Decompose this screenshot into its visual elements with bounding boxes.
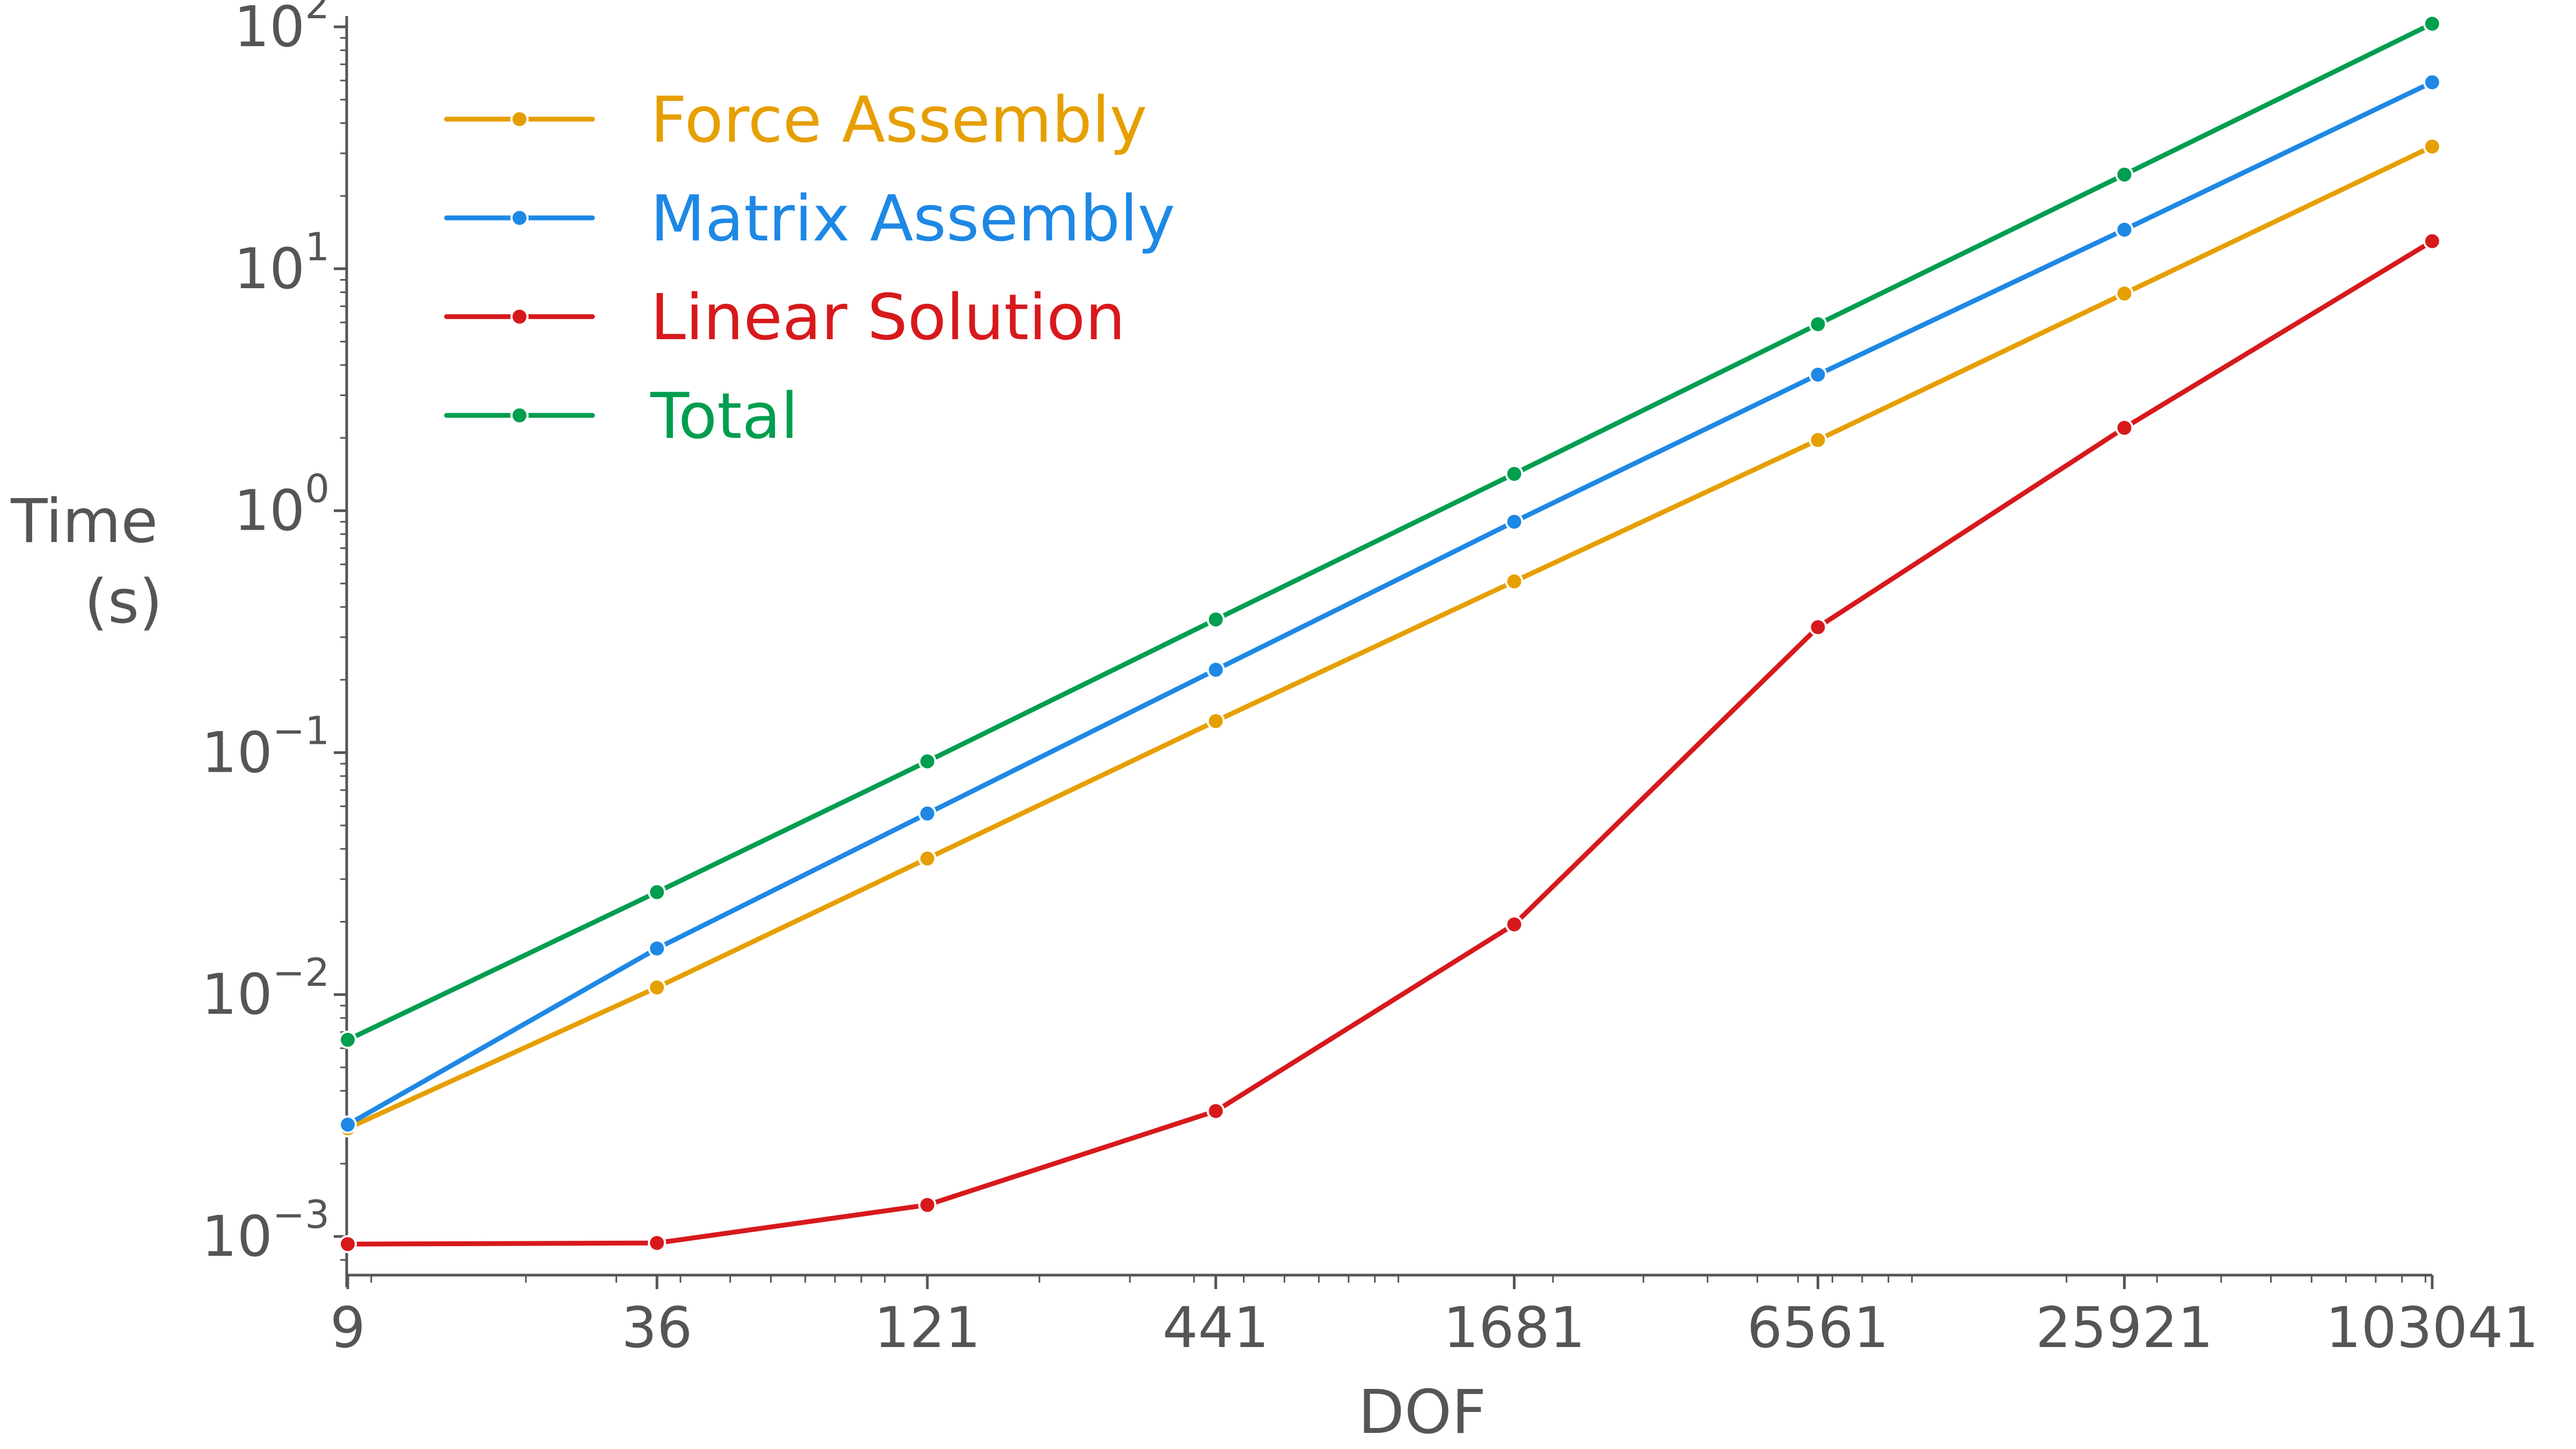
x-tick-label: 103041 [2325, 1295, 2538, 1360]
y-tick-exponent: 2 [305, 0, 330, 27]
legend-swatch-marker [510, 110, 529, 128]
data-point [918, 752, 936, 771]
x-tick-label: 36 [621, 1295, 692, 1360]
data-point [918, 1196, 936, 1214]
y-tick-base: 10 [202, 1204, 273, 1269]
x-axis-title: DOF [1358, 1378, 1487, 1447]
y-tick-base: 10 [234, 236, 305, 302]
data-point [648, 1234, 667, 1253]
data-point [1809, 430, 1827, 449]
y-tick-label: 101 [234, 224, 330, 302]
legend-swatch-marker [510, 308, 529, 326]
y-tick-label: 10−2 [202, 950, 330, 1027]
data-point [1206, 610, 1225, 629]
legend-swatch-marker [510, 406, 529, 425]
series-linear-solution [339, 232, 2441, 1254]
y-tick-exponent: −3 [273, 1192, 330, 1237]
data-point [2423, 137, 2441, 156]
data-point [2423, 232, 2441, 251]
x-tick-label: 9 [330, 1295, 365, 1360]
data-point [339, 1115, 357, 1134]
legend-label: Matrix Assembly [650, 181, 1175, 255]
series-matrix-assembly [339, 73, 2441, 1134]
series-line-matrix-assembly [345, 79, 2435, 1128]
legend-label: Total [650, 379, 799, 453]
data-point [2423, 14, 2441, 33]
legend-item: Linear Solution [444, 280, 1125, 354]
data-point [918, 804, 936, 823]
data-point [339, 1235, 357, 1254]
y-tick-exponent: 1 [305, 224, 330, 269]
y-tick-label: 10−1 [202, 708, 330, 785]
legend-label: Force Assembly [650, 83, 1147, 157]
data-point [1809, 315, 1827, 334]
legend-item: Force Assembly [444, 83, 1147, 157]
data-point [2115, 221, 2134, 239]
series-total [339, 14, 2441, 1049]
legend-item: Matrix Assembly [444, 181, 1175, 255]
data-point [2115, 165, 2134, 184]
x-tick-label: 25921 [2036, 1295, 2213, 1360]
legend: Force Assembly Matrix Assembly Linear Solu… [444, 83, 1175, 453]
data-point [648, 978, 667, 997]
data-point [1505, 572, 1524, 591]
series-force-assembly [339, 137, 2441, 1138]
data-point [1206, 712, 1225, 730]
y-tick-base: 10 [234, 0, 305, 60]
series-line-linear-solution [345, 238, 2435, 1247]
data-point [648, 939, 667, 958]
y-tick-base: 10 [202, 962, 273, 1027]
legend-swatch-marker [510, 209, 529, 227]
data-point [1505, 513, 1524, 531]
data-point [1809, 618, 1827, 636]
y-tick-exponent: −2 [273, 950, 330, 995]
data-point [1206, 661, 1225, 679]
y-tick-base: 10 [202, 720, 273, 785]
series-line-total [345, 21, 2435, 1043]
data-point [339, 1030, 357, 1049]
x-tick-label: 1681 [1443, 1295, 1585, 1360]
data-point [2115, 419, 2134, 437]
y-tick-exponent: 0 [305, 466, 330, 511]
x-tick-label: 6561 [1747, 1295, 1889, 1360]
data-point [1809, 365, 1827, 384]
y-axis-title-line-2: (s) [84, 567, 163, 637]
data-point [2423, 73, 2441, 92]
data-point [918, 849, 936, 868]
data-point [1505, 464, 1524, 483]
x-tick-label: 121 [874, 1295, 981, 1360]
y-tick-exponent: −1 [273, 708, 330, 753]
data-point [648, 883, 667, 902]
y-tick-label: 100 [234, 466, 330, 544]
y-tick-label: 102 [234, 0, 330, 60]
series-layer [339, 14, 2441, 1254]
y-axis-title: Time (s) [10, 487, 177, 637]
series-line-force-assembly [345, 144, 2435, 1131]
x-tick-label: 441 [1162, 1295, 1269, 1360]
data-point [2115, 284, 2134, 303]
y-axis-title-line-1: Time [10, 487, 158, 557]
legend-label: Linear Solution [650, 280, 1125, 354]
legend-item: Total [444, 379, 799, 453]
y-tick-base: 10 [234, 478, 305, 544]
data-point [1206, 1102, 1225, 1121]
data-point [1505, 915, 1524, 934]
y-tick-label: 10−3 [202, 1192, 330, 1269]
